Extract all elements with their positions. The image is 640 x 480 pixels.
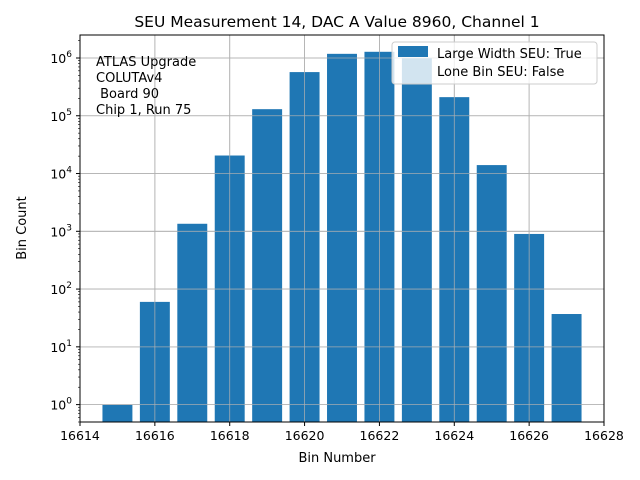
legend-entry: Lone Bin SEU: False <box>437 65 564 80</box>
y-axis-ticks: 100 101 102 103 104 105 106 <box>50 40 80 423</box>
bar <box>177 223 208 422</box>
y-tick-label: 102 <box>50 281 72 297</box>
bar <box>551 314 582 422</box>
plot-frame <box>79 34 605 423</box>
x-tick-label: 16614 <box>60 428 100 443</box>
y-tick-label: 100 <box>50 397 72 413</box>
x-tick-label: 16620 <box>285 428 325 443</box>
bar <box>401 57 432 423</box>
legend-box <box>391 41 598 85</box>
x-tick-label: 16616 <box>135 428 175 443</box>
annotation: ATLAS Upgrade COLUTAv4 Board 90 Chip 1, … <box>96 55 196 118</box>
annotation-line: ATLAS Upgrade <box>96 55 196 70</box>
x-tick-label: 16626 <box>509 428 549 443</box>
annotation-line: Chip 1, Run 75 <box>96 103 191 118</box>
bar <box>327 53 357 422</box>
annotation-line: COLUTAv4 <box>96 71 162 86</box>
x-tick-label: 16628 <box>584 428 624 443</box>
y-axis-label: Bin Count <box>15 196 30 260</box>
x-axis-label: Bin Number <box>298 451 376 466</box>
bar <box>476 165 507 422</box>
y-tick-label: 104 <box>50 166 72 182</box>
bar <box>252 109 283 423</box>
x-tick-label: 16624 <box>434 428 474 443</box>
y-tick-label: 101 <box>50 339 72 355</box>
x-tick-label: 16622 <box>360 428 400 443</box>
chart-title: SEU Measurement 14, DAC A Value 8960, Ch… <box>134 13 539 31</box>
annotation-line: Board 90 <box>96 87 159 102</box>
x-tick-label: 16618 <box>210 428 250 443</box>
y-tick-label: 105 <box>50 108 72 124</box>
y-tick-label: 103 <box>50 223 72 239</box>
bar <box>102 404 133 422</box>
legend-entry: Large Width SEU: True <box>437 47 582 62</box>
y-tick-label: 106 <box>50 50 72 66</box>
legend: Large Width SEU: True Lone Bin SEU: Fals… <box>391 41 598 85</box>
x-axis-ticks: 16614 16616 16618 16620 16622 16624 16626 16628 <box>60 422 624 443</box>
legend-swatch <box>398 46 428 57</box>
